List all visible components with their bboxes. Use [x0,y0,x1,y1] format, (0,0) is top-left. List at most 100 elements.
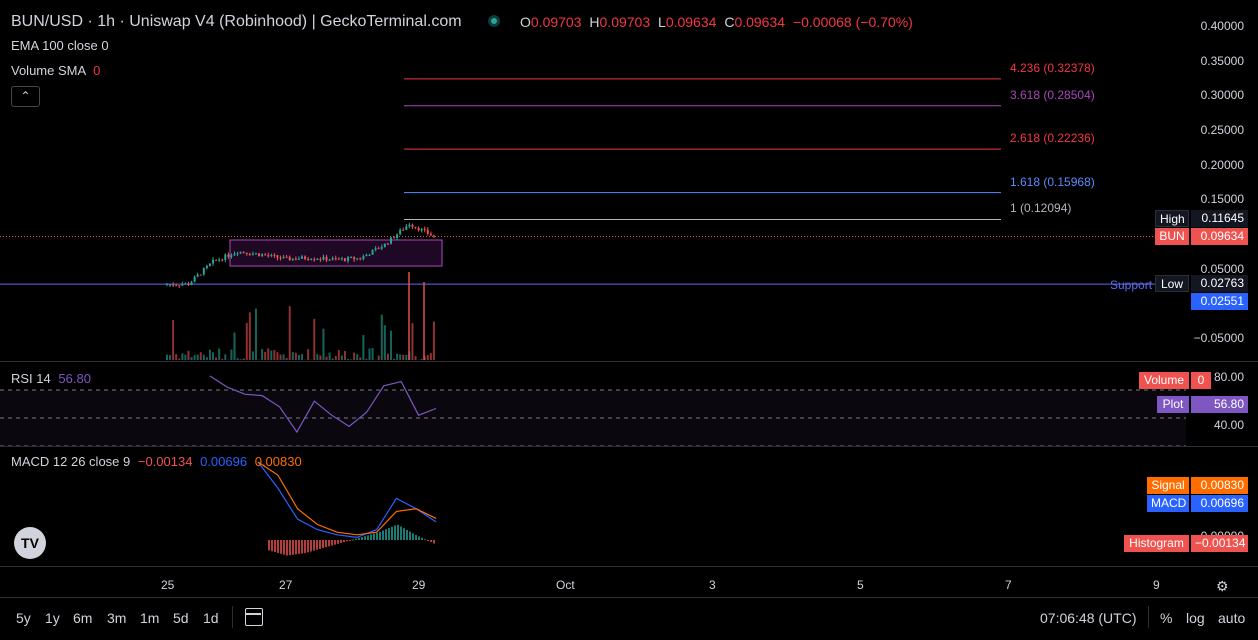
timeframe-button-1m[interactable]: 1m [140,610,160,626]
rsi-plot-value: 56.80 [1191,396,1248,413]
candle-body [328,259,331,261]
pane-divider[interactable] [0,361,1258,362]
macd-histogram-bar [274,540,276,553]
volume-bar [261,349,264,360]
ema-legend[interactable]: EMA 100 close 0 [11,38,109,53]
macd-histogram-bar [304,540,306,554]
volume-bar [307,349,310,360]
timeframe-button-6m[interactable]: 6m [73,610,93,626]
volume-bar [187,350,190,360]
volume-legend[interactable]: Volume SMA 0 [11,63,101,78]
volume-bar [273,350,276,360]
candle-body [239,251,242,254]
candle-body [187,283,190,286]
volume-tag-label: Volume [1139,372,1189,389]
settings-gear-icon[interactable]: ⚙ [1216,578,1229,594]
percent-toggle[interactable]: % [1160,610,1173,626]
volume-bar [337,350,340,360]
candle-body [411,224,414,227]
signal-line [257,461,437,536]
candle-body [337,258,340,260]
tradingview-logo-icon[interactable]: TV [14,527,46,559]
volume-bar [402,354,405,360]
rsi-legend[interactable]: RSI 14 56.80 [11,371,91,386]
macd-histogram-bar [370,534,372,540]
fib-level-label: 1.618 (0.15968) [1010,174,1095,189]
volume-bar [245,322,248,360]
macd-histogram-bar [424,539,426,541]
macd-histogram-bar [313,540,315,551]
timeframe-button-5y[interactable]: 5y [16,610,31,626]
volume-bar [215,357,218,360]
macd-histogram-bar [328,540,330,547]
candle-body [221,259,224,261]
candle-body [270,254,273,256]
price-axis-label: 0.30000 [1200,88,1244,103]
candle-body [371,249,374,255]
macd-histogram-bar [301,540,303,554]
calendar-range-icon[interactable] [245,608,263,626]
timeframe-button-1d[interactable]: 1d [203,610,219,626]
high-tag-label: High [1155,210,1189,227]
footer-separator [1148,606,1149,628]
clock-readout[interactable]: 07:06:48 (UTC) [1040,610,1137,626]
macd-signal-label: Signal [1147,477,1189,494]
volume-bar [181,353,184,360]
price-axis-label: 0.35000 [1200,53,1244,68]
macd-histogram-bar [355,538,357,540]
volume-bar [334,355,337,360]
volume-bar [331,358,334,360]
volume-bar [242,358,245,360]
candle-body [331,258,334,260]
volume-bar [291,352,294,360]
time-axis-label: 7 [1005,578,1012,592]
candle-body [196,274,199,277]
pane-divider[interactable] [0,566,1258,567]
macd-histogram-bar [385,529,387,540]
timeframe-button-3m[interactable]: 3m [107,610,127,626]
macd-histogram-bar [430,540,432,543]
macd-legend[interactable]: MACD 12 26 close 9 −0.00134 0.00696 0.00… [11,454,302,469]
candle-body [343,258,346,261]
volume-bar [221,358,224,360]
candle-body [365,254,368,257]
volume-bar [393,358,396,360]
candle-body [258,253,261,257]
macd-histogram-bar [364,536,366,540]
bun-tag-value: 0.09634 [1191,228,1248,245]
candle-body [172,284,175,286]
time-axis-label: 3 [709,578,716,592]
candle-body [399,229,402,235]
candle-body [199,274,202,276]
volume-bar [426,355,429,360]
volume-bar [365,358,368,360]
timeframe-button-5d[interactable]: 5d [173,610,189,626]
volume-bar [340,355,343,360]
volume-bar [236,358,239,360]
volume-bar [380,314,383,360]
price-axis-label: 0.05000 [1200,261,1244,276]
candle-body [347,257,350,261]
volume-bar [205,357,208,360]
pane-divider[interactable] [0,446,1258,447]
price-axis-label: 0.20000 [1200,157,1244,172]
volume-bar [264,352,267,360]
macd-histogram-bar [289,540,291,556]
candle-body [208,263,211,266]
candle-body [426,229,429,234]
macd-histogram-bar [367,535,369,540]
timeframe-button-1y[interactable]: 1y [45,610,60,626]
volume-bar [193,355,196,360]
macd-histogram-bar [280,540,282,554]
volume-bar [386,353,389,360]
collapse-legend-button[interactable]: ⌃ [11,86,40,107]
candle-body [224,254,227,260]
volume-bar [389,330,392,360]
log-toggle[interactable]: log [1186,610,1205,626]
candle-body [242,251,245,253]
macd-line [257,461,437,539]
auto-toggle[interactable]: auto [1218,610,1246,626]
volume-bar [184,354,187,360]
